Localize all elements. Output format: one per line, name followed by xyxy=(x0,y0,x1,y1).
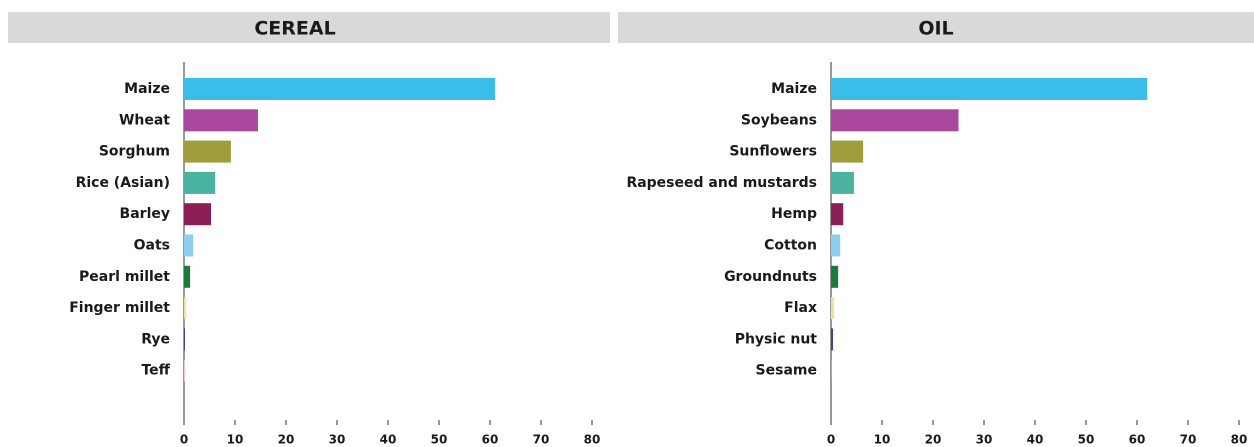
category-label: Flax xyxy=(784,300,817,316)
category-label: Oats xyxy=(134,238,170,254)
bar xyxy=(184,171,216,194)
bar xyxy=(184,359,185,382)
bar xyxy=(184,78,496,100)
bar xyxy=(831,328,834,351)
x-tick-label: 20 xyxy=(278,433,295,447)
category-label: Sunflowers xyxy=(729,144,817,160)
x-tick-label: 80 xyxy=(1231,433,1248,447)
category-label: Barley xyxy=(120,206,170,222)
bar xyxy=(831,297,835,320)
x-tick-label: 60 xyxy=(482,433,499,447)
chart-title: OIL xyxy=(918,18,953,40)
x-tick-label: 30 xyxy=(976,433,993,447)
bar xyxy=(831,359,833,382)
category-label: Hemp xyxy=(771,206,817,222)
x-tick-label: 40 xyxy=(1027,433,1044,447)
bar xyxy=(831,171,854,194)
bar xyxy=(184,265,191,288)
bar xyxy=(831,109,959,132)
category-label: Rice (Asian) xyxy=(76,175,170,191)
x-tick-label: 0 xyxy=(827,433,835,447)
bar xyxy=(184,109,258,132)
bar xyxy=(831,78,1148,100)
bar xyxy=(184,203,212,226)
category-label: Cotton xyxy=(764,238,817,254)
chart-title: CEREAL xyxy=(254,18,335,40)
x-tick-label: 80 xyxy=(584,433,601,447)
header-band xyxy=(8,12,610,43)
category-label: Finger millet xyxy=(69,300,170,316)
x-tick-label: 0 xyxy=(180,433,188,447)
x-tick-label: 60 xyxy=(1129,433,1146,447)
bar xyxy=(184,140,231,163)
category-label: Physic nut xyxy=(735,331,818,347)
x-tick-label: 50 xyxy=(1078,433,1095,447)
category-label: Rapeseed and mustards xyxy=(626,175,817,191)
x-tick-label: 10 xyxy=(227,433,244,447)
category-label: Groundnuts xyxy=(724,269,817,285)
x-tick-label: 70 xyxy=(533,433,550,447)
x-tick-label: 50 xyxy=(431,433,448,447)
x-tick-label: 30 xyxy=(329,433,346,447)
bar xyxy=(831,265,839,288)
x-tick-label: 10 xyxy=(874,433,891,447)
category-label: Pearl millet xyxy=(79,269,170,285)
bar xyxy=(184,234,194,257)
category-label: Sesame xyxy=(756,363,817,379)
header-band xyxy=(618,12,1254,43)
category-label: Soybeans xyxy=(741,112,817,128)
bar xyxy=(831,140,864,163)
bar xyxy=(184,297,187,320)
category-label: Wheat xyxy=(119,112,170,128)
x-tick-label: 20 xyxy=(925,433,942,447)
bar xyxy=(184,328,186,351)
category-label: Sorghum xyxy=(99,144,170,160)
x-tick-label: 70 xyxy=(1180,433,1197,447)
x-tick-label: 40 xyxy=(380,433,397,447)
bar xyxy=(831,234,841,257)
bar xyxy=(831,203,844,226)
category-label: Maize xyxy=(771,81,817,97)
category-label: Maize xyxy=(124,81,170,97)
category-label: Teff xyxy=(141,363,170,379)
category-label: Rye xyxy=(141,331,170,347)
